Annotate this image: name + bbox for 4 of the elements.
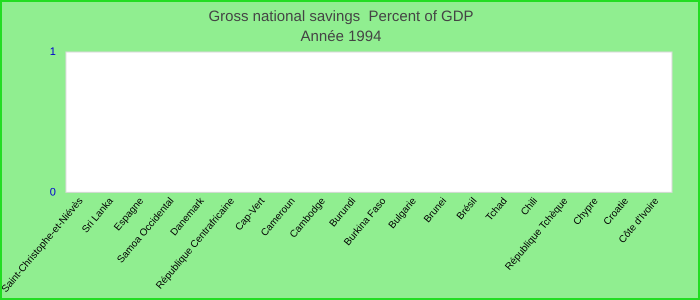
y-tick-label: 1 xyxy=(50,46,56,58)
chart-subtitle: Année 1994 xyxy=(300,28,382,46)
chart-title: Gross national savings Percent of GDP xyxy=(208,8,474,26)
y-tick-label: 0 xyxy=(50,186,56,198)
